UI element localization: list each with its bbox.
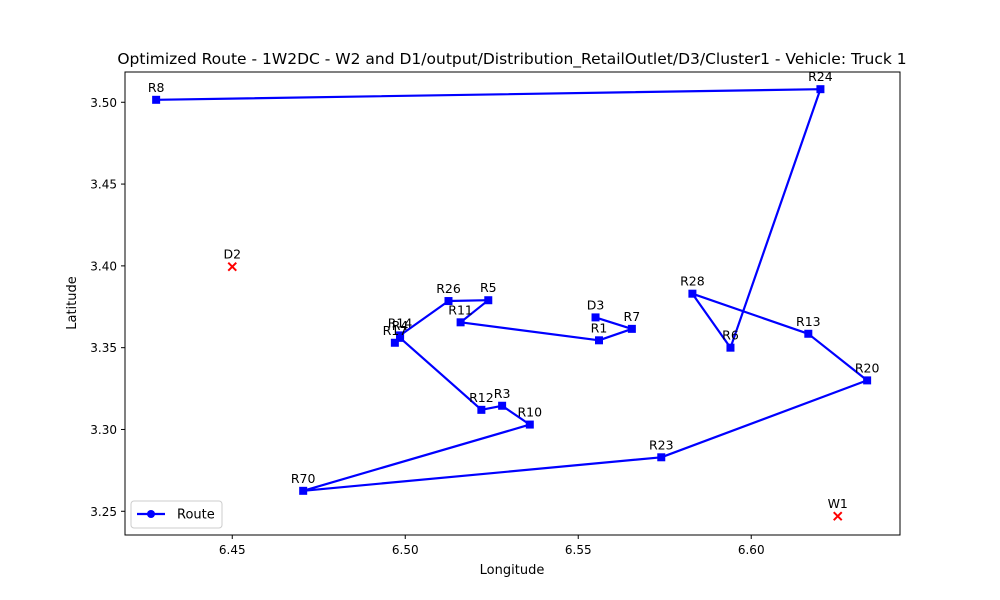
route-point-r17 (390, 338, 399, 347)
point-label-r5: R5 (480, 280, 497, 295)
legend: Route (130, 500, 223, 529)
x-tick-label: 6.60 (738, 543, 765, 557)
point-label-r13: R13 (796, 314, 821, 329)
point-label-r17: R17 (383, 323, 408, 338)
y-tick-label: 3.50 (90, 96, 117, 110)
point-label-r12: R12 (469, 390, 494, 405)
route-point-r1 (594, 336, 603, 345)
route-point-r10 (525, 420, 534, 429)
route-series (152, 85, 872, 495)
x-tick-label: 6.55 (565, 543, 592, 557)
legend-route-marker (147, 510, 155, 518)
route-point-r70 (299, 486, 308, 495)
legend-box (130, 500, 223, 529)
route-point-r26 (444, 297, 453, 306)
route-point-r7 (627, 324, 636, 333)
x-axis-label: Longitude (480, 563, 545, 578)
route-point-r20 (863, 376, 872, 385)
route-point-r4 (396, 333, 405, 342)
point-label-r28: R28 (680, 274, 705, 289)
y-axis-label: Latitude (65, 276, 80, 330)
point-label-r6: R6 (722, 328, 739, 343)
plot-frame (124, 71, 901, 536)
point-label-r26: R26 (436, 281, 461, 296)
point-label-r11: R11 (448, 302, 473, 317)
route-point-r23 (657, 453, 666, 462)
point-label-r24: R24 (808, 69, 833, 84)
depot-marker-w1 (833, 511, 843, 521)
route-point-r24 (816, 85, 825, 94)
route-point-r6 (726, 343, 735, 352)
point-label-r70: R70 (291, 471, 316, 486)
y-tick-label: 3.25 (90, 505, 117, 519)
depot-marker-d2 (227, 261, 237, 272)
legend-route-label: Route (177, 508, 215, 523)
route-point-r5 (484, 296, 493, 305)
chart-title: Optimized Route - 1W2DC - W2 and D1/outp… (117, 50, 906, 69)
y-tick-label: 3.45 (90, 178, 117, 192)
point-label-r8: R8 (148, 80, 165, 95)
point-label-r14: R14 (388, 315, 413, 330)
point-label-r23: R23 (649, 437, 674, 452)
plot-area: 6.45 6.50 6.55 6.60 3.25 3.30 3.35 3.40 3.45 3.5… (90, 69, 901, 557)
x-tick-label: 6.50 (392, 543, 419, 557)
x-tick-label: 6.45 (219, 543, 246, 557)
route-point-r11 (456, 318, 465, 327)
route-point-r28 (688, 289, 697, 298)
route-point-r12 (477, 405, 486, 414)
route-point-r8 (152, 95, 161, 104)
x-axis: 6.45 6.50 6.55 6.60 (219, 535, 765, 557)
point-label-r20: R20 (855, 360, 880, 375)
depot-label-d2: D2 (223, 247, 241, 262)
point-label-d3: D3 (587, 297, 605, 312)
point-label-r1: R1 (591, 320, 608, 335)
y-axis: 3.25 3.30 3.35 3.40 3.45 3.50 (90, 96, 125, 519)
y-tick-label: 3.30 (90, 423, 117, 437)
point-label-r3: R3 (494, 386, 511, 401)
depot-label-w1: W1 (828, 496, 848, 511)
point-label-r10: R10 (518, 405, 543, 420)
y-tick-label: 3.40 (90, 259, 117, 273)
route-point-r13 (804, 329, 813, 338)
point-label-r7: R7 (624, 309, 641, 324)
point-label-r4: R4 (392, 318, 409, 333)
depot-series (227, 261, 843, 521)
route-line (156, 88, 869, 492)
route-point-r3 (498, 401, 507, 410)
y-tick-label: 3.35 (90, 341, 117, 355)
route-point-d3 (591, 313, 600, 322)
